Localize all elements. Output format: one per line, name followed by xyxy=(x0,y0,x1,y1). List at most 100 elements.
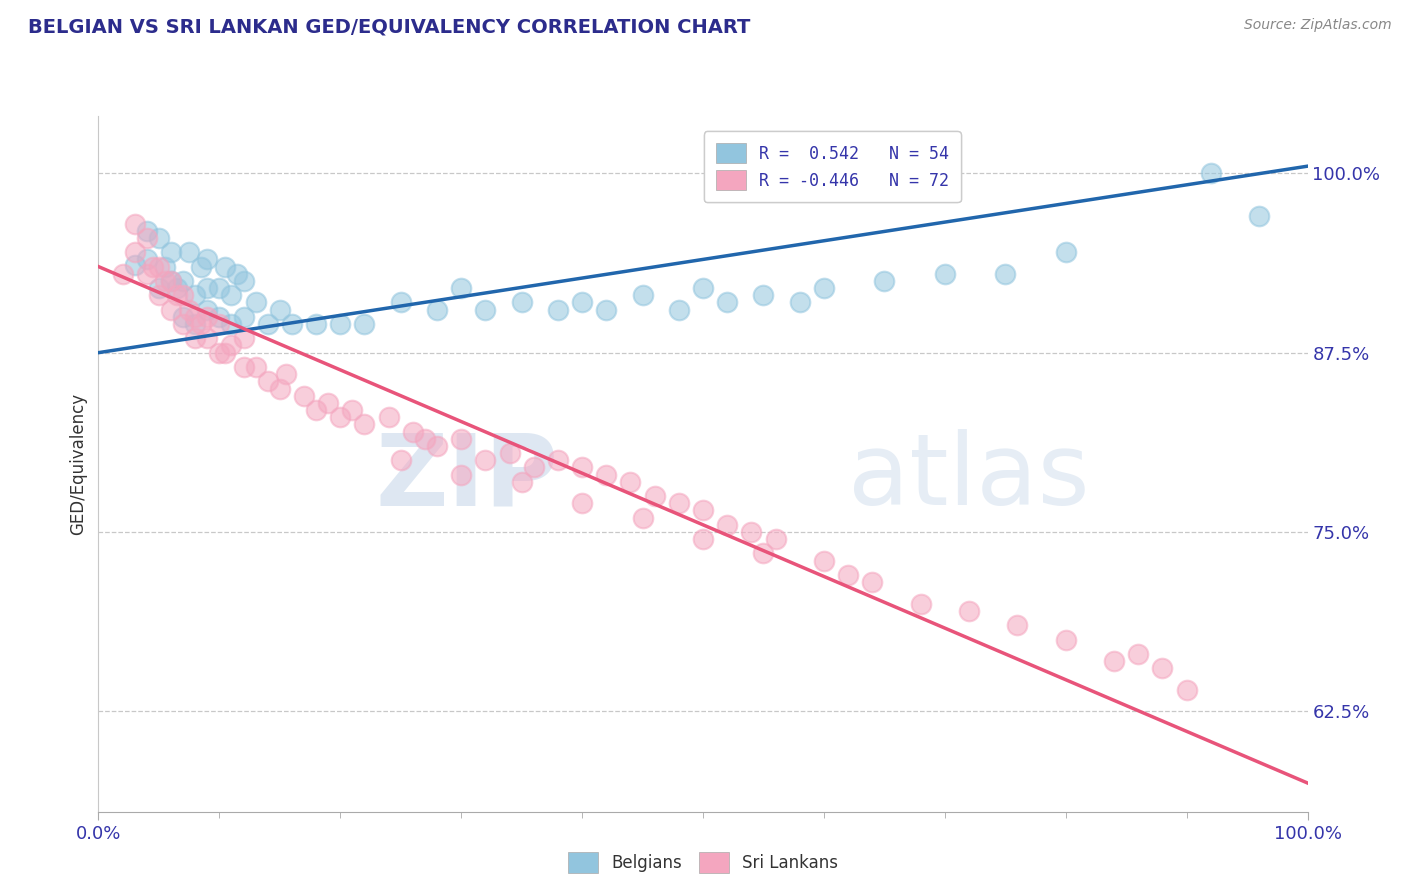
Point xyxy=(195,252,218,267)
Point xyxy=(292,389,315,403)
Point xyxy=(595,302,617,317)
Point xyxy=(232,331,254,345)
Text: ZIP: ZIP xyxy=(375,429,558,526)
Point xyxy=(166,288,188,302)
Point xyxy=(190,317,212,331)
Point xyxy=(221,338,243,352)
Point xyxy=(716,517,738,532)
Point xyxy=(190,260,212,274)
Point xyxy=(910,597,932,611)
Point xyxy=(837,568,859,582)
Point xyxy=(208,345,231,359)
Point xyxy=(740,524,762,539)
Point xyxy=(413,432,436,446)
Point xyxy=(752,547,775,561)
Point xyxy=(166,281,188,295)
Point xyxy=(450,467,472,482)
Point xyxy=(148,288,170,302)
Y-axis label: GED/Equivalency: GED/Equivalency xyxy=(69,392,87,535)
Point xyxy=(208,281,231,295)
Point xyxy=(1054,245,1077,260)
Point xyxy=(498,446,520,460)
Point xyxy=(316,396,339,410)
Point xyxy=(1054,632,1077,647)
Point xyxy=(172,274,194,288)
Point xyxy=(571,295,593,310)
Point xyxy=(226,267,249,281)
Point xyxy=(232,359,254,374)
Point xyxy=(1007,618,1029,632)
Point xyxy=(523,460,546,475)
Point xyxy=(1128,647,1150,661)
Point xyxy=(510,295,533,310)
Point xyxy=(934,267,956,281)
Point xyxy=(450,281,472,295)
Point xyxy=(353,317,375,331)
Point xyxy=(305,403,328,417)
Point xyxy=(402,425,425,439)
Point xyxy=(208,310,231,324)
Point xyxy=(474,302,496,317)
Point xyxy=(450,432,472,446)
Point xyxy=(208,317,231,331)
Point xyxy=(160,274,183,288)
Point xyxy=(160,274,183,288)
Point xyxy=(692,503,714,517)
Legend: R =  0.542   N = 54, R = -0.446   N = 72: R = 0.542 N = 54, R = -0.446 N = 72 xyxy=(704,131,960,202)
Text: atlas: atlas xyxy=(848,429,1090,526)
Point xyxy=(619,475,641,489)
Point xyxy=(172,310,194,324)
Point xyxy=(426,439,449,453)
Point xyxy=(668,496,690,510)
Point xyxy=(184,288,207,302)
Point xyxy=(124,217,146,231)
Point xyxy=(124,245,146,260)
Point xyxy=(281,317,304,331)
Point xyxy=(269,302,291,317)
Point xyxy=(571,496,593,510)
Point xyxy=(172,317,194,331)
Point xyxy=(195,310,218,324)
Point xyxy=(177,302,201,317)
Point xyxy=(752,288,775,302)
Point xyxy=(813,554,835,568)
Point xyxy=(1152,661,1174,675)
Point xyxy=(232,274,254,288)
Point xyxy=(631,288,654,302)
Point xyxy=(245,295,267,310)
Legend: Belgians, Sri Lankans: Belgians, Sri Lankans xyxy=(561,846,845,880)
Text: Source: ZipAtlas.com: Source: ZipAtlas.com xyxy=(1244,18,1392,32)
Point xyxy=(765,532,787,546)
Point xyxy=(142,260,165,274)
Point xyxy=(160,302,183,317)
Point xyxy=(177,245,201,260)
Point xyxy=(195,331,218,345)
Point xyxy=(692,281,714,295)
Point xyxy=(692,532,714,546)
Point xyxy=(256,317,278,331)
Point xyxy=(389,453,412,467)
Point xyxy=(631,510,654,524)
Point xyxy=(184,317,207,331)
Point xyxy=(245,359,267,374)
Point xyxy=(135,231,157,245)
Point xyxy=(1199,166,1222,180)
Point xyxy=(994,267,1017,281)
Point xyxy=(389,295,412,310)
Point xyxy=(148,260,170,274)
Point xyxy=(305,317,328,331)
Point xyxy=(135,224,157,238)
Point xyxy=(135,252,157,267)
Point xyxy=(1249,210,1271,224)
Point xyxy=(256,375,278,389)
Point xyxy=(172,288,194,302)
Point xyxy=(184,310,207,324)
Point xyxy=(547,302,569,317)
Point xyxy=(195,281,218,295)
Point xyxy=(716,295,738,310)
Point xyxy=(547,453,569,467)
Point xyxy=(184,331,207,345)
Point xyxy=(1102,654,1125,668)
Point xyxy=(221,288,243,302)
Point xyxy=(232,310,254,324)
